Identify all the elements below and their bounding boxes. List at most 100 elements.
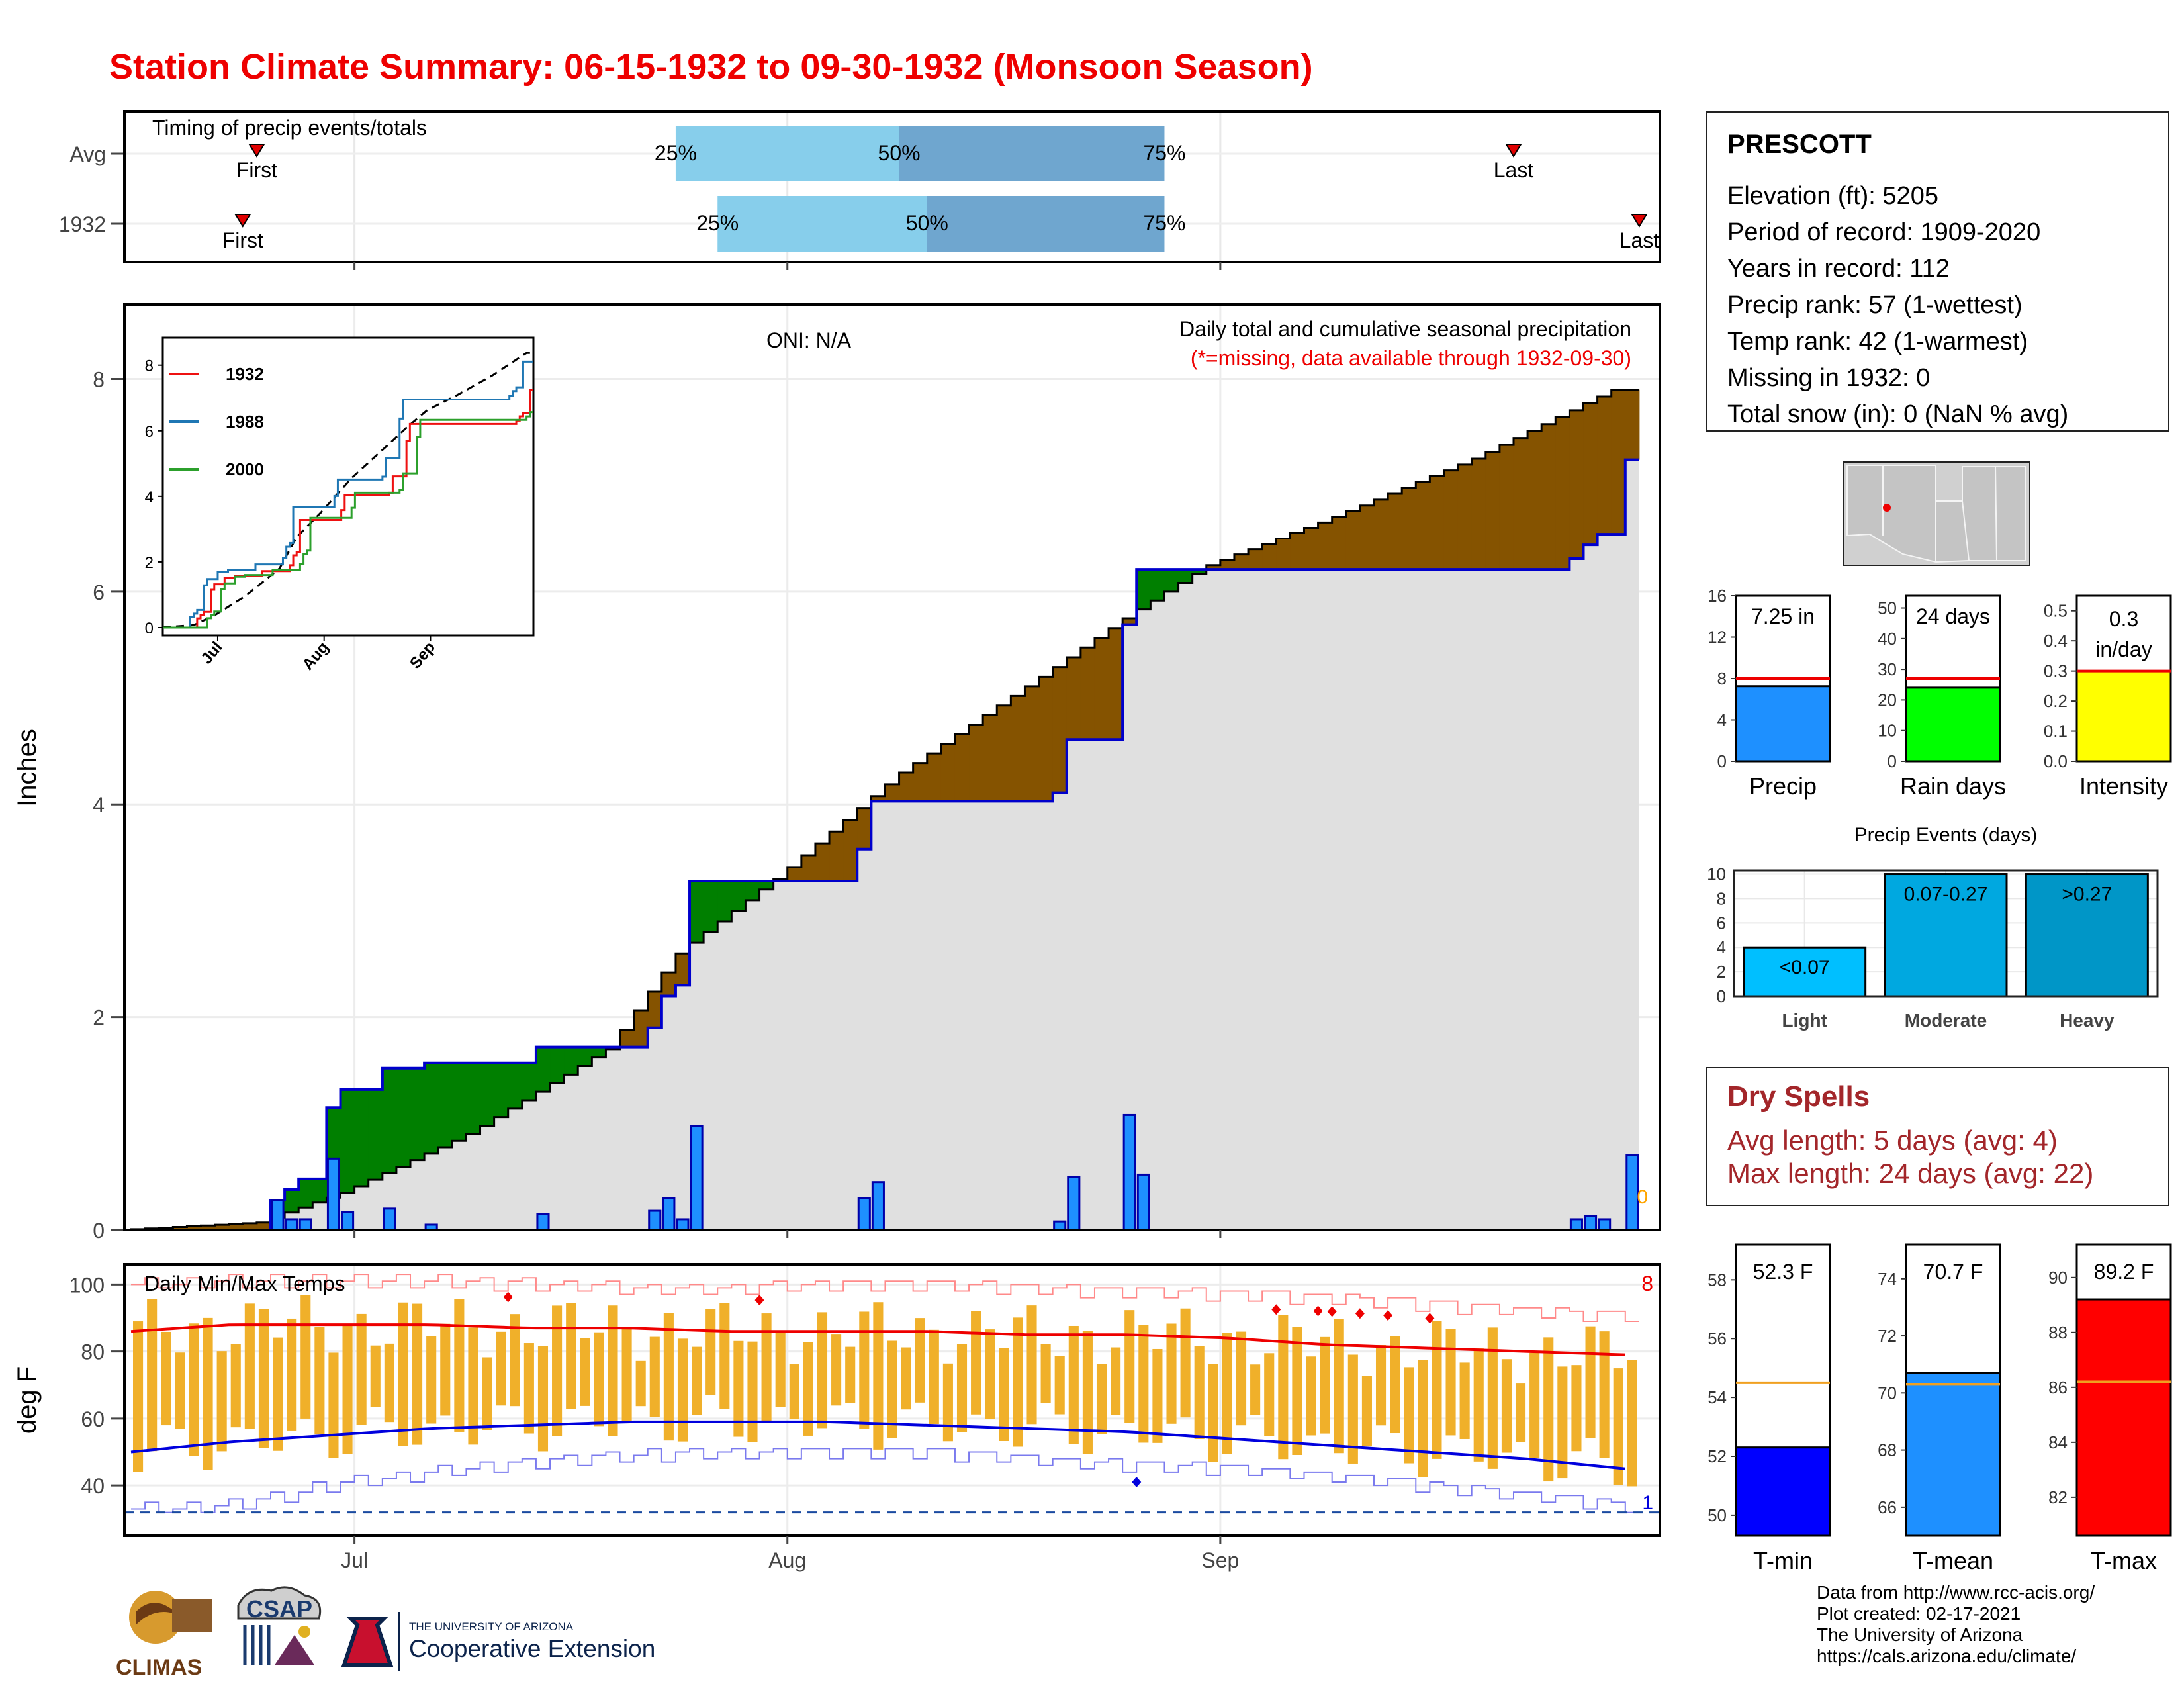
daily-precip-bar bbox=[326, 1157, 341, 1231]
below-average-fill bbox=[927, 753, 942, 802]
daily-temp-range-bar bbox=[999, 1348, 1009, 1441]
temp-summary-value: 52.3 F bbox=[1753, 1260, 1813, 1284]
below-average-fill bbox=[1066, 657, 1081, 740]
timing-p50-label: 50% bbox=[878, 141, 921, 165]
daily-temp-range-bar bbox=[537, 1346, 549, 1452]
below-average-fill bbox=[647, 992, 662, 1028]
summary-bar-tick-label: 10 bbox=[1878, 721, 1897, 741]
daily-precip-bar bbox=[536, 1213, 550, 1231]
dry-spells-max: Max length: 24 days (avg: 22) bbox=[1727, 1158, 2094, 1189]
inset-y-tick-label: 6 bbox=[145, 423, 154, 441]
below-average-fill bbox=[913, 763, 928, 802]
last-event-marker bbox=[1505, 144, 1522, 158]
average-min-line bbox=[130, 1420, 1626, 1470]
credit-data-source: Data from http://www.rcc-acis.org/ bbox=[1817, 1582, 2095, 1603]
daily-temp-range-bar bbox=[621, 1329, 632, 1422]
below-average-fill bbox=[1234, 554, 1249, 570]
timing-bar-50-75 bbox=[927, 196, 1165, 252]
below-average-fill bbox=[1359, 505, 1375, 570]
daily-temp-range-bar bbox=[649, 1336, 660, 1417]
credits: Data from http://www.rcc-acis.org/ Plot … bbox=[1817, 1582, 2095, 1667]
above-average-fill bbox=[285, 1189, 299, 1213]
daily-temp-range-bar bbox=[985, 1329, 995, 1419]
station-temp-rank: Temp rank: 42 (1-warmest) bbox=[1727, 328, 2028, 355]
record-high-marker bbox=[1271, 1304, 1281, 1315]
record-high-marker bbox=[1355, 1308, 1365, 1319]
below-average-fill bbox=[1290, 533, 1304, 570]
below-average-fill bbox=[1206, 565, 1221, 570]
below-average-fill bbox=[1583, 403, 1598, 545]
daily-temp-range-bar bbox=[705, 1309, 716, 1395]
inset-border bbox=[161, 336, 535, 637]
summary-bars: 0 4 8 12 16 7.25 in Precip 0 10 20 30 40 50 24 days Ra… bbox=[1707, 586, 2172, 800]
precip-y-tick-label: 8 bbox=[93, 367, 105, 391]
events-category-label: Moderate bbox=[1905, 1010, 1987, 1031]
daily-temp-range-bar bbox=[594, 1332, 604, 1427]
below-average-fill bbox=[1402, 488, 1416, 570]
summary-bar-tick-label: 0.3 bbox=[2044, 661, 2068, 681]
daily-temp-range-bar bbox=[482, 1357, 492, 1430]
above-average-fill bbox=[564, 1047, 578, 1075]
summary-bar bbox=[1905, 686, 2001, 763]
record-high-marker bbox=[1425, 1313, 1435, 1324]
daily-temp-range-bar bbox=[133, 1321, 144, 1472]
below-average-fill bbox=[1611, 389, 1626, 535]
below-average-fill bbox=[1220, 559, 1235, 570]
below-average-fill bbox=[1513, 438, 1528, 570]
above-average-fill bbox=[354, 1089, 369, 1186]
summary-bar-tick-label: 4 bbox=[1717, 710, 1727, 730]
daily-temp-range-bar bbox=[942, 1363, 953, 1442]
below-average-fill bbox=[899, 773, 914, 802]
below-average-fill bbox=[940, 743, 956, 802]
logos: CLIMAS CSAP THE UNIVERSITY OF ARIZONA Co… bbox=[116, 1586, 655, 1680]
timing-p25-label: 25% bbox=[655, 141, 697, 165]
daily-temp-range-bar bbox=[1390, 1336, 1400, 1434]
daily-temp-range-bar bbox=[1361, 1376, 1372, 1447]
above-average-fill bbox=[522, 1062, 537, 1100]
below-average-fill bbox=[661, 972, 676, 996]
temp-summary-tick-label: 52 bbox=[1707, 1446, 1727, 1466]
timing-panel-border bbox=[123, 110, 1661, 263]
daily-temp-range-bar bbox=[1529, 1352, 1540, 1458]
temp-summary-tick-label: 58 bbox=[1707, 1270, 1727, 1289]
daily-temp-range-bar bbox=[1278, 1315, 1289, 1460]
daily-temp-range-bar bbox=[398, 1302, 409, 1446]
inset-legend-label: 1988 bbox=[226, 412, 264, 432]
events-y-tick-label: 4 bbox=[1717, 937, 1726, 957]
daily-temp-range-bar bbox=[1501, 1359, 1512, 1453]
daily-temp-range-bar bbox=[1166, 1323, 1177, 1424]
temp-y-tick-label: 60 bbox=[81, 1407, 105, 1431]
daily-temp-range-bar bbox=[273, 1337, 283, 1451]
events-bar bbox=[1743, 946, 1867, 998]
temp-summary-tick-label: 90 bbox=[2048, 1268, 2068, 1288]
daily-temp-range-bar bbox=[1487, 1327, 1498, 1469]
temp-panel-label: Daily Min/Max Temps bbox=[144, 1272, 345, 1295]
first-event-marker bbox=[248, 144, 265, 158]
below-average-fill bbox=[997, 705, 1011, 802]
below-average-fill bbox=[787, 867, 802, 881]
summary-bar-tick-label: 0 bbox=[1888, 751, 1897, 771]
below-average-fill bbox=[1276, 538, 1291, 570]
inset-series-line bbox=[163, 411, 533, 629]
precip-y-axis-label: Inches bbox=[13, 729, 42, 807]
daily-temp-range-bar bbox=[733, 1340, 744, 1437]
below-average-fill bbox=[173, 1227, 187, 1230]
daily-temp-range-bar bbox=[147, 1299, 158, 1452]
above-average-fill bbox=[382, 1068, 397, 1174]
below-average-fill bbox=[1457, 464, 1473, 570]
temp-summary-label: T-max bbox=[2091, 1547, 2157, 1574]
daily-temp-range-bar bbox=[1013, 1317, 1023, 1447]
below-average-fill bbox=[1080, 647, 1095, 740]
dry-spells-box: Dry Spells Avg length: 5 days (avg: 4) M… bbox=[1706, 1067, 2169, 1206]
daily-temp-range-bar bbox=[1432, 1321, 1442, 1459]
summary-bar-tick-label: 40 bbox=[1878, 629, 1897, 649]
below-average-fill bbox=[1541, 424, 1556, 570]
csap-logo: CSAP bbox=[237, 1586, 322, 1665]
daily-temp-range-bar bbox=[761, 1313, 772, 1421]
events-bar bbox=[2025, 873, 2149, 998]
timing-p75-label: 75% bbox=[1143, 141, 1185, 165]
daily-temp-range-bar bbox=[915, 1318, 925, 1403]
events-y-tick-label: 10 bbox=[1707, 865, 1726, 884]
record-high-marker bbox=[754, 1295, 764, 1306]
